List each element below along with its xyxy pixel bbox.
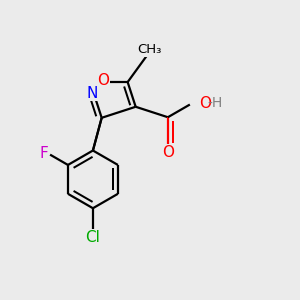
- Text: O: O: [200, 96, 211, 111]
- Text: CH₃: CH₃: [137, 43, 161, 56]
- Text: F: F: [40, 146, 49, 161]
- Text: Cl: Cl: [85, 230, 100, 245]
- Text: O: O: [97, 73, 109, 88]
- Text: -H: -H: [208, 96, 223, 110]
- Text: N: N: [86, 85, 98, 100]
- Text: O: O: [163, 145, 175, 160]
